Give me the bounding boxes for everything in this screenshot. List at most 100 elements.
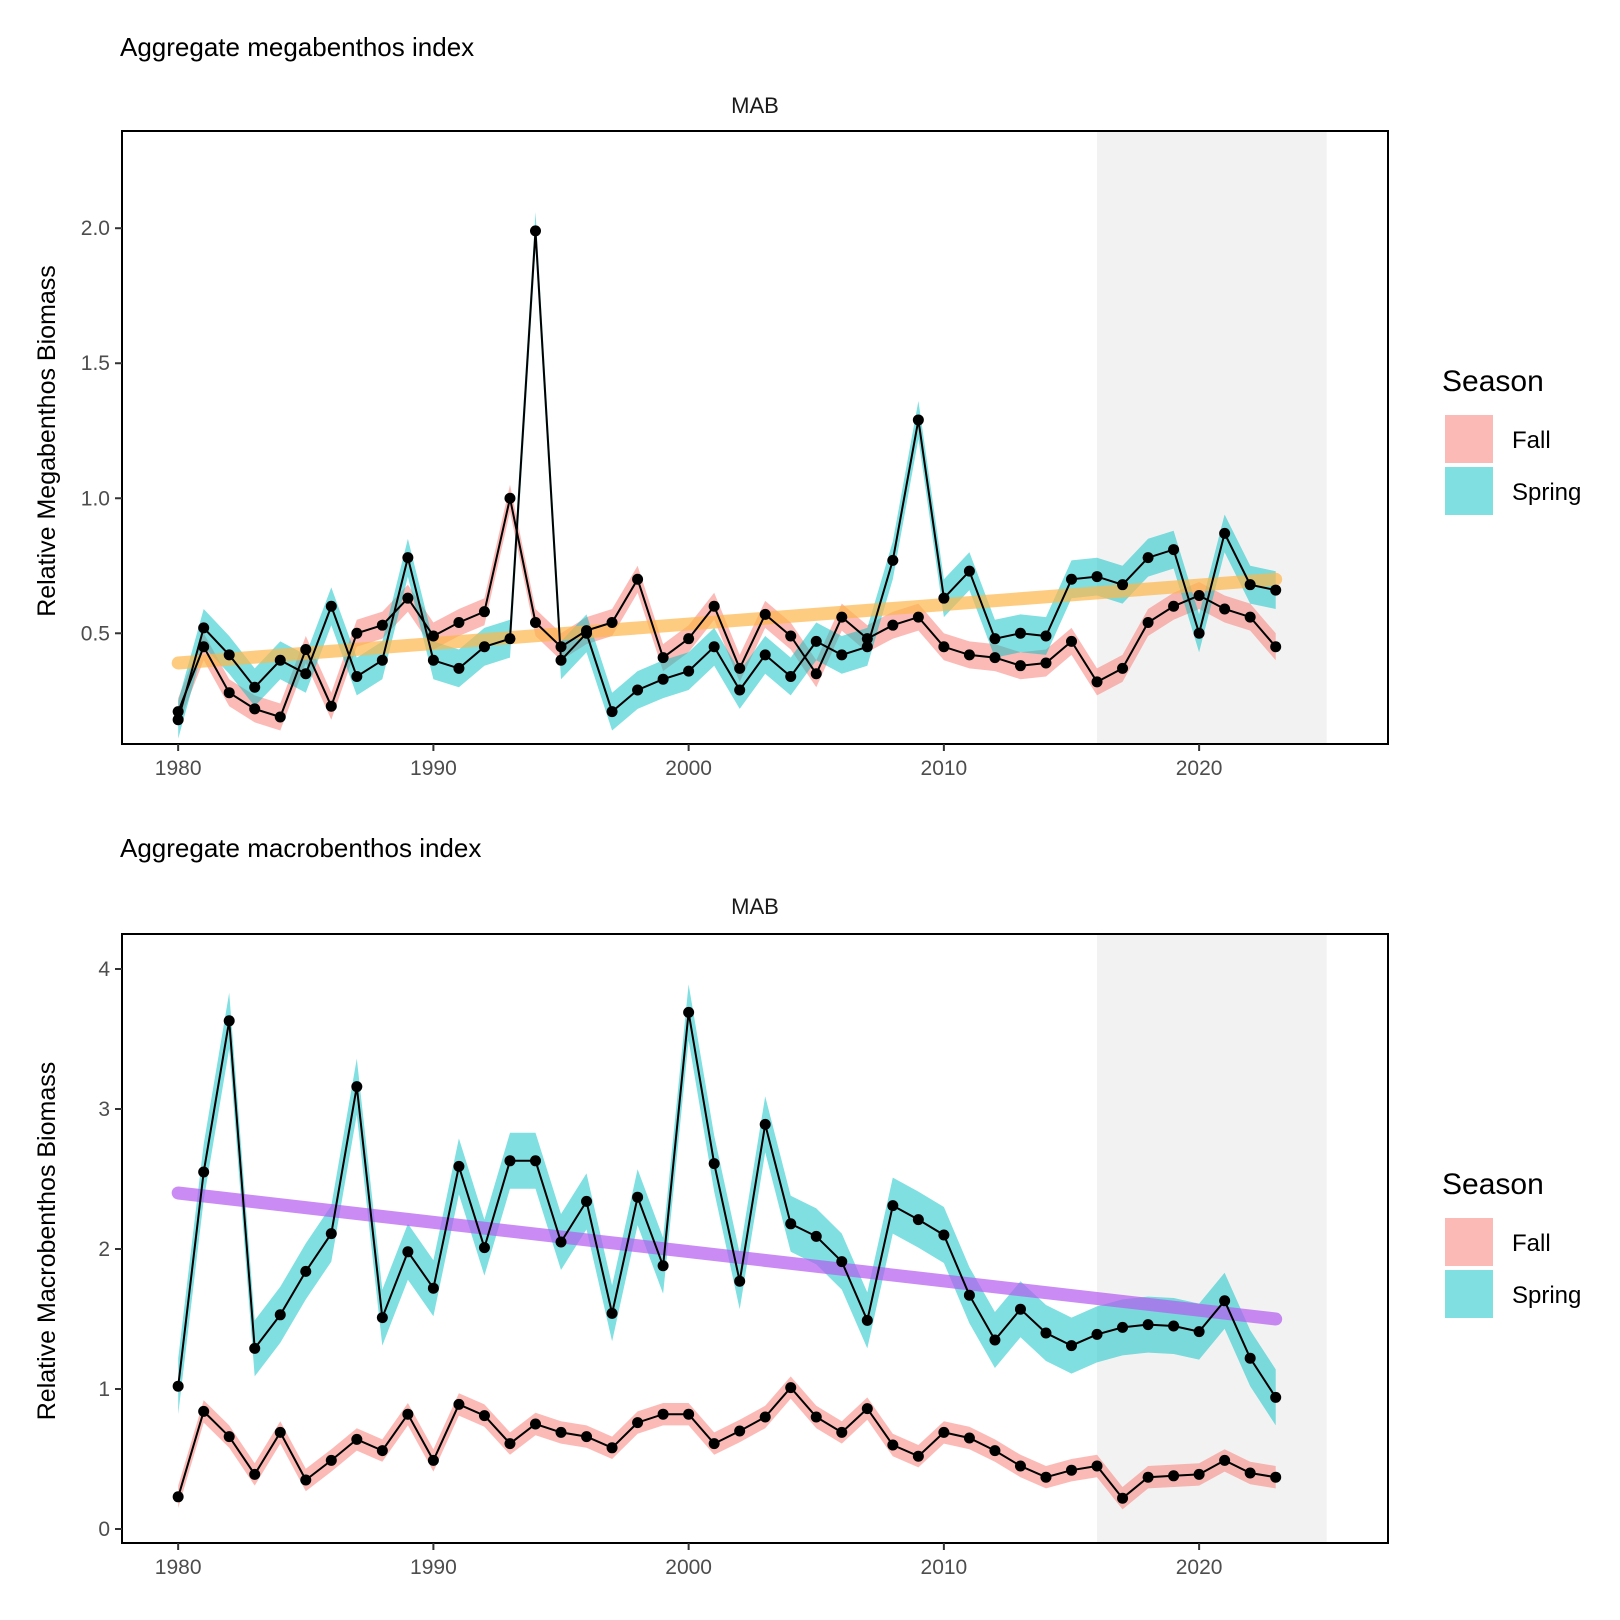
macrobenthos-point-spring	[504, 1155, 516, 1167]
megabenthos-point-fall	[223, 687, 235, 699]
macrobenthos-point-fall	[351, 1433, 363, 1445]
legend-key-fall	[1445, 1218, 1493, 1266]
macrobenthos-point-fall	[912, 1450, 924, 1462]
macrobenthos-x-tick-label: 1980	[155, 1556, 202, 1579]
legend-label-spring: Spring	[1512, 1282, 1581, 1309]
megabenthos-point-spring	[351, 670, 363, 682]
megabenthos-panel: Aggregate megabenthos index MAB 0.5 1.0 1.…	[33, 32, 1389, 780]
macrobenthos-point-spring	[402, 1246, 414, 1258]
megabenthos-x-tick-label: 1980	[155, 757, 202, 780]
macrobenthos-point-spring	[683, 1006, 695, 1018]
megabenthos-point-spring	[963, 565, 975, 577]
megabenthos-point-spring	[887, 554, 899, 566]
megabenthos-legend: Season Fall Spring	[1442, 365, 1581, 515]
megabenthos-point-fall	[351, 627, 363, 639]
macrobenthos-y-tick-label: 1	[98, 1378, 110, 1401]
megabenthos-point-spring	[1219, 527, 1231, 539]
megabenthos-point-fall	[887, 619, 899, 631]
macrobenthos-point-spring	[1193, 1326, 1205, 1338]
macrobenthos-point-fall	[581, 1431, 593, 1443]
megabenthos-point-fall	[1219, 603, 1231, 615]
macrobenthos-point-fall	[989, 1445, 1001, 1457]
megabenthos-point-spring	[1270, 584, 1282, 596]
megabenthos-point-fall	[1091, 676, 1103, 688]
megabenthos-point-spring	[581, 627, 593, 639]
megabenthos-point-spring	[1066, 573, 1077, 585]
macrobenthos-point-fall	[938, 1426, 950, 1438]
megabenthos-point-fall	[632, 573, 644, 585]
megabenthos-point-spring	[759, 649, 771, 661]
megabenthos-point-spring	[989, 633, 1001, 645]
macrobenthos-point-spring	[657, 1260, 669, 1272]
megabenthos-point-fall	[759, 608, 771, 620]
macrobenthos-point-fall	[759, 1411, 771, 1423]
macrobenthos-point-fall	[402, 1408, 414, 1420]
megabenthos-point-fall	[402, 592, 414, 604]
macrobenthos-panel: Aggregate macrobenthos index MAB 0 1 2 3 4 19…	[33, 833, 1389, 1579]
macrobenthos-point-fall	[274, 1426, 286, 1438]
megabenthos-point-spring	[325, 600, 337, 612]
macrobenthos-point-spring	[427, 1282, 439, 1294]
macrobenthos-shaded-period	[1097, 934, 1327, 1543]
macrobenthos-point-fall	[172, 1491, 184, 1503]
macrobenthos-point-spring	[1219, 1295, 1231, 1307]
macrobenthos-point-fall	[887, 1439, 899, 1451]
legend-label-fall: Fall	[1512, 427, 1551, 454]
macrobenthos-x-tick-label: 1990	[410, 1556, 457, 1579]
legend-key-spring	[1445, 467, 1493, 515]
megabenthos-point-fall	[1142, 616, 1154, 628]
megabenthos-point-fall	[1244, 611, 1256, 623]
megabenthos-point-fall	[963, 649, 975, 661]
megabenthos-point-spring	[504, 633, 516, 645]
megabenthos-point-fall	[300, 643, 312, 655]
macrobenthos-point-fall	[478, 1410, 490, 1422]
megabenthos-point-spring	[1142, 552, 1154, 564]
megabenthos-point-spring	[478, 641, 490, 653]
megabenthos-point-fall	[785, 630, 797, 642]
megabenthos-point-fall	[657, 652, 669, 664]
macrobenthos-y-tick-label: 2	[98, 1238, 110, 1261]
macrobenthos-point-fall	[325, 1454, 337, 1466]
macrobenthos-point-fall	[453, 1398, 465, 1410]
macrobenthos-point-spring	[1270, 1391, 1282, 1403]
megabenthos-x-tick-label: 2000	[665, 757, 712, 780]
megabenthos-y-tick-label: 1.0	[81, 487, 110, 510]
macrobenthos-point-fall	[529, 1418, 541, 1430]
megabenthos-point-fall	[1066, 635, 1077, 647]
megabenthos-x-tick-label: 2020	[1176, 757, 1223, 780]
macrobenthos-point-fall	[861, 1403, 873, 1415]
megabenthos-plot-area: 0.5 1.0 1.5 2.0 1980 1990 2000 2010 2020	[81, 130, 1389, 780]
macrobenthos-title: Aggregate macrobenthos index	[120, 833, 481, 863]
macrobenthos-trend-line	[171, 1186, 1283, 1326]
macrobenthos-point-spring	[249, 1342, 261, 1354]
megabenthos-point-spring	[300, 668, 312, 680]
macrobenthos-point-spring	[1142, 1319, 1154, 1331]
macrobenthos-point-fall	[1117, 1492, 1129, 1504]
megabenthos-point-spring	[376, 654, 388, 666]
macrobenthos-point-fall	[1168, 1470, 1180, 1482]
megabenthos-point-fall	[1117, 662, 1129, 674]
macrobenthos-point-spring	[1066, 1340, 1077, 1352]
megabenthos-point-spring	[657, 673, 669, 685]
megabenthos-point-fall	[1270, 641, 1282, 653]
megabenthos-panel-border	[121, 130, 1389, 745]
macrobenthos-point-spring	[912, 1214, 924, 1226]
macrobenthos-point-fall	[249, 1468, 261, 1480]
macrobenthos-point-fall	[683, 1408, 695, 1420]
megabenthos-point-spring	[836, 649, 848, 661]
macrobenthos-point-spring	[1014, 1303, 1026, 1315]
macrobenthos-legend: Season Fall Spring	[1442, 1168, 1581, 1318]
megabenthos-point-spring	[1244, 579, 1256, 591]
macrobenthos-point-spring	[1244, 1352, 1256, 1364]
macrobenthos-point-spring	[887, 1200, 899, 1212]
megabenthos-y-axis-label: Relative Megabenthos Biomass	[33, 265, 61, 617]
macrobenthos-point-spring	[351, 1081, 363, 1093]
macrobenthos-point-spring	[989, 1334, 1001, 1346]
megabenthos-point-spring	[249, 681, 261, 693]
megabenthos-point-spring	[708, 641, 720, 653]
megabenthos-point-fall	[249, 703, 261, 715]
megabenthos-point-spring	[606, 706, 618, 718]
megabenthos-point-spring	[453, 662, 465, 674]
megabenthos-point-spring	[198, 622, 210, 634]
